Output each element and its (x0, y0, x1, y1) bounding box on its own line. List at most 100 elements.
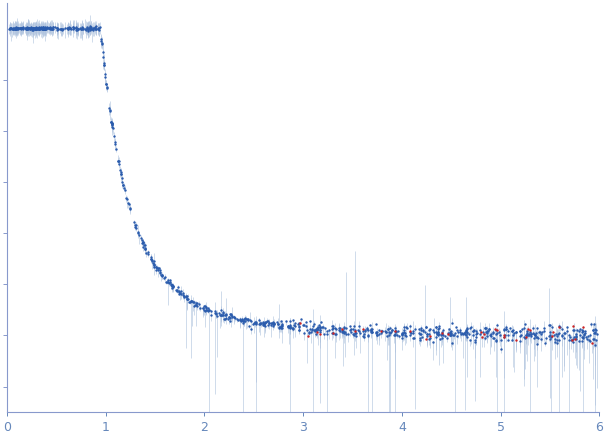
Point (57, 26, 67, 33)
Point (16, 25, 25, 32)
Point (45, 24, 55, 31)
Point (188, 298, 198, 305)
Point (48, 25, 58, 32)
Point (328, 324, 338, 331)
Point (100, 71, 110, 78)
Point (341, 329, 350, 336)
Point (571, 336, 581, 343)
Point (241, 316, 251, 323)
Point (138, 239, 148, 246)
Point (166, 281, 176, 288)
Point (313, 326, 323, 333)
Point (342, 325, 351, 332)
Point (390, 330, 400, 337)
Point (516, 333, 525, 340)
Point (77, 24, 87, 31)
Point (12, 26, 21, 33)
Point (364, 326, 373, 333)
Point (68, 24, 78, 31)
Point (138, 239, 147, 246)
Point (432, 330, 442, 337)
Point (338, 328, 347, 335)
Point (94, 26, 104, 33)
Point (516, 331, 526, 338)
Point (167, 284, 177, 291)
Point (75, 24, 85, 31)
Point (285, 323, 295, 329)
Point (508, 332, 518, 339)
Point (38, 24, 47, 31)
Point (161, 274, 170, 281)
Point (350, 326, 360, 333)
Point (42, 24, 52, 31)
Point (24, 24, 34, 31)
Point (468, 327, 478, 334)
Point (44, 24, 54, 31)
Point (499, 332, 508, 339)
Point (243, 315, 253, 322)
Point (272, 319, 282, 326)
Point (171, 287, 181, 294)
Point (565, 333, 574, 340)
Point (367, 328, 377, 335)
Point (166, 281, 176, 288)
Point (62, 25, 72, 32)
Point (585, 332, 594, 339)
Point (99, 59, 108, 66)
Point (425, 335, 435, 342)
Point (84, 25, 93, 32)
Point (385, 329, 395, 336)
Point (376, 330, 386, 337)
Point (533, 324, 542, 331)
Point (118, 179, 127, 186)
Point (525, 329, 535, 336)
Point (589, 321, 599, 328)
Point (123, 200, 133, 207)
Point (182, 293, 192, 300)
Point (490, 335, 499, 342)
Point (95, 24, 104, 31)
Point (12, 25, 21, 32)
Point (290, 322, 300, 329)
Point (255, 320, 265, 327)
Point (318, 324, 328, 331)
Point (552, 336, 562, 343)
Point (327, 329, 336, 336)
Point (85, 26, 95, 33)
Point (153, 264, 162, 271)
Point (179, 293, 188, 300)
Point (522, 330, 531, 337)
Point (570, 336, 580, 343)
Point (570, 333, 579, 340)
Point (101, 73, 110, 80)
Point (391, 332, 401, 339)
Point (66, 25, 76, 32)
Point (511, 328, 521, 335)
Point (238, 318, 248, 325)
Point (425, 330, 435, 337)
Point (554, 323, 564, 329)
Point (471, 333, 481, 340)
Point (362, 324, 371, 331)
Point (40, 25, 50, 32)
Point (418, 326, 428, 333)
Point (589, 336, 599, 343)
Point (84, 24, 93, 31)
Point (245, 323, 255, 329)
Point (251, 319, 261, 326)
Point (63, 25, 73, 32)
Point (152, 266, 161, 273)
Point (110, 141, 120, 148)
Point (273, 320, 283, 327)
Point (143, 251, 153, 258)
Point (21, 25, 30, 32)
Point (146, 256, 156, 263)
Point (277, 320, 287, 327)
Point (581, 328, 590, 335)
Point (23, 25, 33, 32)
Point (191, 300, 201, 307)
Point (532, 340, 542, 347)
Point (367, 326, 376, 333)
Point (101, 81, 111, 88)
Point (501, 326, 511, 333)
